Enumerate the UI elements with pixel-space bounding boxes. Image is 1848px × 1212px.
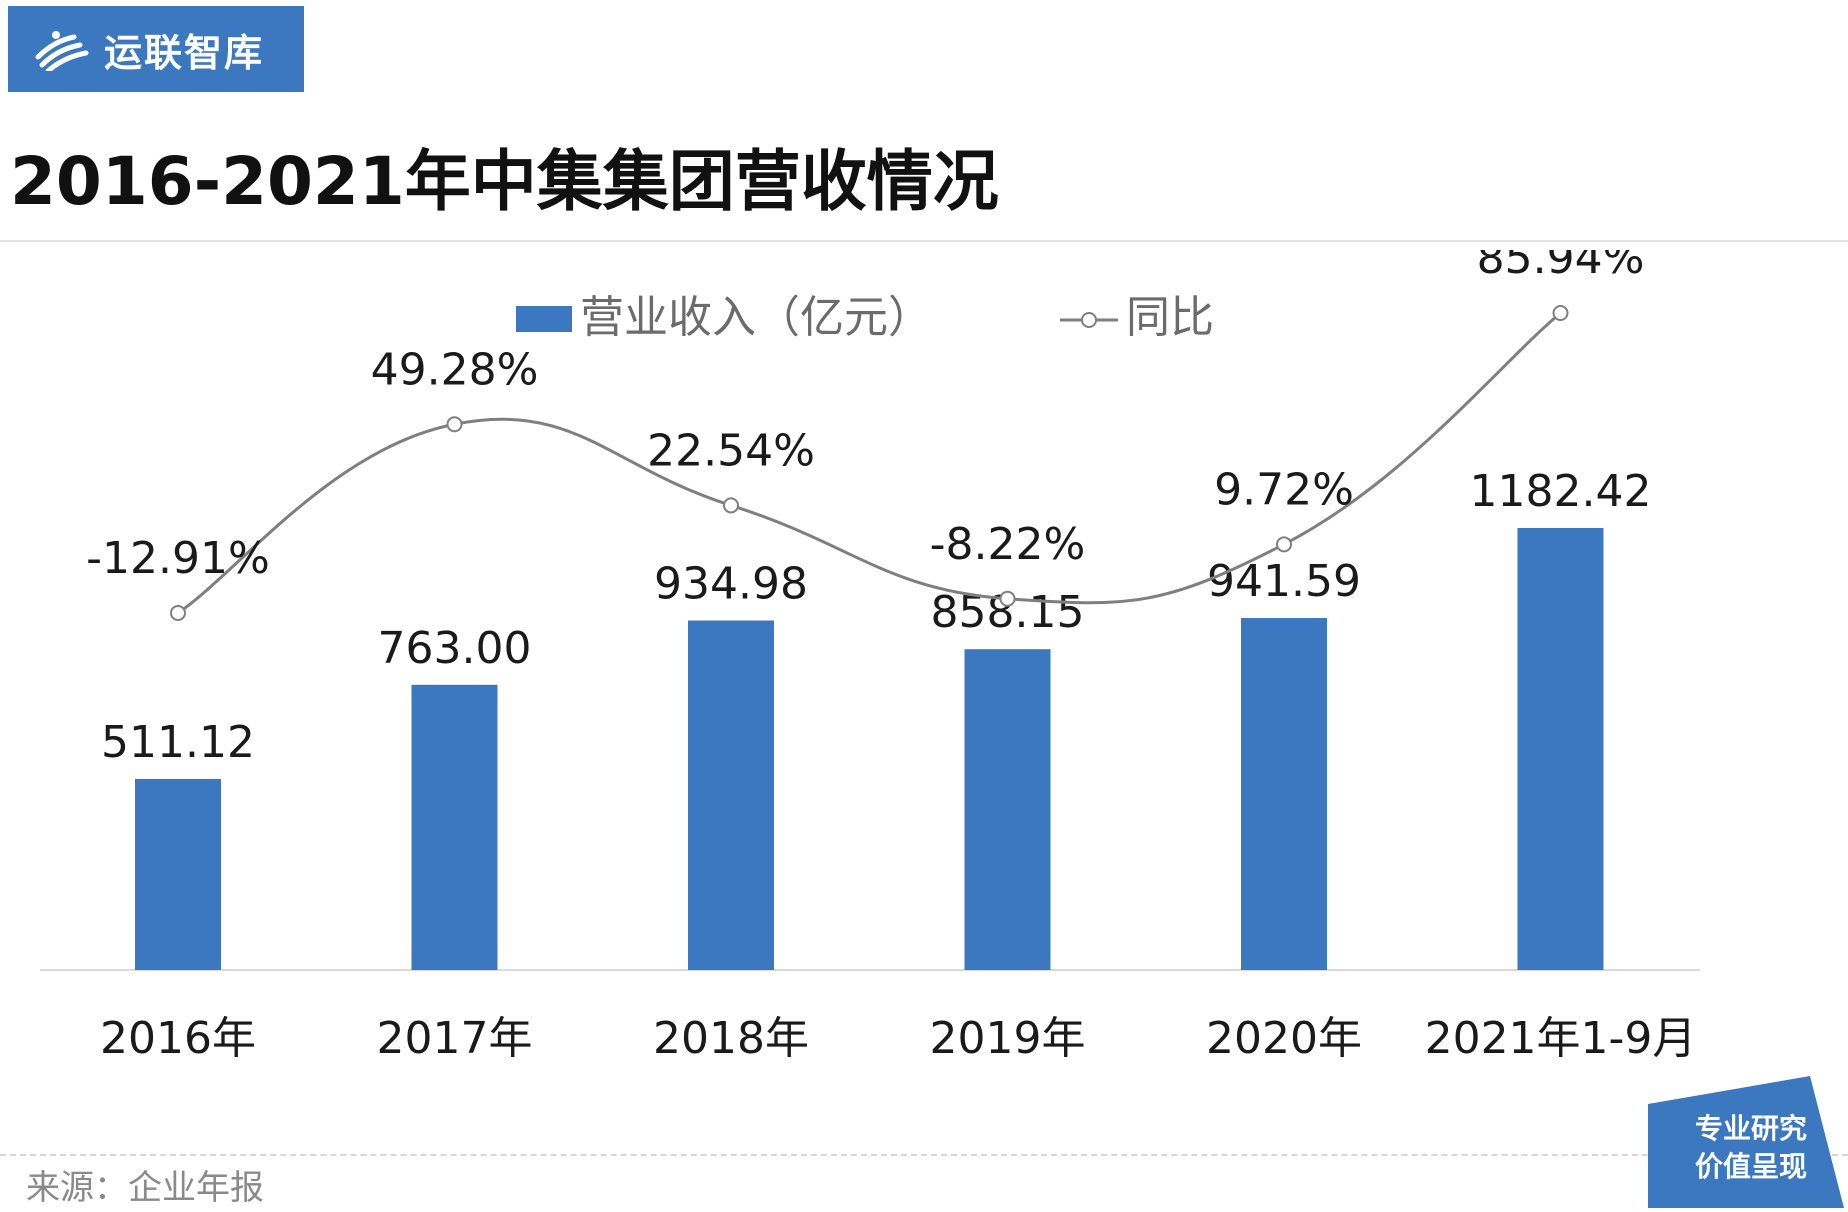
revenue-chart: 营业收入（亿元） 同比 511.12 2016年 763.00 2017年 934.98 20… <box>40 250 1700 1064</box>
category-label: 2021年1-9月 <box>1425 1013 1697 1064</box>
legend-line-marker <box>1081 312 1097 328</box>
title-divider <box>0 240 1848 242</box>
bar-1 <box>135 778 221 970</box>
category-label: 2018年 <box>653 1013 809 1064</box>
yoy-value-label: 9.72% <box>1214 464 1354 515</box>
bar-4 <box>964 649 1051 970</box>
legend-bar-label: 营业收入（亿元） <box>580 292 932 343</box>
yoy-point-3 <box>723 497 739 514</box>
bar-value-label: 1182.42 <box>1470 466 1652 517</box>
slogan-badge: 专业研究 价值呈现 <box>1640 1072 1848 1208</box>
badge-line-1: 专业研究 <box>1694 1112 1807 1145</box>
yoy-value-label: 22.54% <box>647 425 815 476</box>
brand-logo: 运联智库 <box>8 6 304 92</box>
bar-2 <box>411 684 498 970</box>
brand-swirl-icon <box>35 31 89 71</box>
bar-6 <box>1517 528 1604 970</box>
bar-5 <box>1241 618 1327 970</box>
yoy-line <box>177 311 1562 615</box>
source-note: 来源：企业年报 <box>26 1168 264 1208</box>
category-label: 2020年 <box>1206 1013 1362 1064</box>
legend-line-label: 同比 <box>1126 292 1214 343</box>
bar-3 <box>688 620 774 970</box>
brand-name: 运联智库 <box>104 30 265 75</box>
yoy-point-1 <box>170 605 186 621</box>
source-divider <box>0 1154 1848 1156</box>
badge-shape <box>1648 1076 1844 1208</box>
bar-value-label: 763.00 <box>378 623 532 674</box>
yoy-point-5 <box>1276 536 1292 553</box>
badge-text: 专业研究 价值呈现 <box>1666 1110 1836 1186</box>
page-title: 2016-2021年中集集团营收情况 <box>10 143 999 220</box>
yoy-point-6 <box>1552 305 1569 321</box>
yoy-value-label: -12.91% <box>86 533 270 584</box>
yoy-value-label: -8.22% <box>930 519 1086 570</box>
yoy-value-label: 85.94% <box>1477 250 1645 284</box>
bar-value-label: 511.12 <box>101 717 255 768</box>
bar-value-label: 941.59 <box>1207 556 1361 607</box>
bar-value-label: 934.98 <box>654 558 808 609</box>
category-label: 2017年 <box>377 1013 533 1064</box>
badge-line-2: 价值呈现 <box>1694 1150 1807 1183</box>
yoy-point-2 <box>446 416 463 433</box>
yoy-value-label: 49.28% <box>371 344 539 395</box>
legend-bar-swatch <box>516 306 572 332</box>
category-label: 2019年 <box>930 1013 1086 1064</box>
category-label: 2016年 <box>100 1013 256 1064</box>
yoy-point-4 <box>999 590 1016 607</box>
